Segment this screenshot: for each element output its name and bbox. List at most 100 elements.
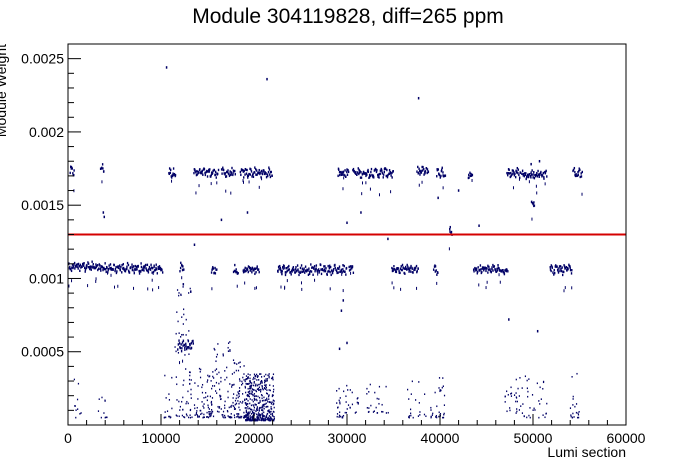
low-cluster-point [182,408,184,411]
upper-band-point [511,169,514,172]
lower-band-point [391,269,394,273]
lower-band-point [87,261,89,264]
low-cluster-point [262,406,264,409]
upper-band-point [206,175,209,178]
low-cluster-point [252,417,254,420]
upper-band-point [356,171,359,174]
lower-band-point [116,270,118,273]
upper-band-point [418,171,420,174]
low-cluster-point [238,395,240,398]
lower-band-point [301,287,303,291]
low-cluster-point [198,367,201,370]
upper-band-point [367,170,370,174]
low-cluster-point [272,419,275,422]
lower-band-point [400,268,403,272]
lower-band-point [68,284,70,288]
lower-band-point [254,272,256,276]
upper-band-point [338,168,340,171]
lower-band-point [395,269,397,272]
low-cluster-point [239,380,241,382]
low-cluster-point [75,409,77,411]
low-cluster-point [195,413,197,415]
upper-band-point [358,172,360,176]
upper-band-point [533,176,536,180]
low-cluster-point [216,410,219,413]
lower-band-point [180,261,182,265]
low-cluster-point [435,414,437,417]
extra-band-point [187,339,190,343]
lower-band-point [136,268,138,271]
upper-band-point [580,172,582,175]
low-cluster-point [339,397,341,399]
lower-band-point [342,289,344,293]
upper-band-point [390,174,392,177]
low-cluster-point [255,383,257,386]
lower-band-point [286,279,288,283]
lower-band-point [483,269,485,272]
upper-band-point [354,171,356,174]
upper-band-point [171,179,173,183]
low-cluster-point [211,412,213,415]
lower-band-point [560,269,563,273]
lower-band-point [398,269,400,273]
upper-band-point [423,168,425,171]
low-cluster-point [247,407,249,410]
low-cluster-point [368,407,370,409]
upper-band-point [242,169,244,172]
lower-band-point [407,265,409,269]
low-cluster-point [236,416,238,418]
upper-band-point [541,173,543,177]
low-cluster-point [570,415,572,418]
low-cluster-point [232,397,234,399]
upper-band-point [70,165,73,169]
lower-band-point [489,268,491,271]
upper-band-point [391,171,393,175]
upper-band-point [204,173,207,177]
upper-band-point [425,167,428,170]
lower-band-point [127,263,130,267]
low-cluster-point [174,346,176,348]
low-cluster-point [255,390,258,393]
lower-band-point [563,264,565,267]
low-cluster-point [249,419,251,422]
low-cluster-point [260,407,262,409]
low-cluster-point [239,415,241,418]
upper-band-point [241,168,243,172]
upper-band-point [243,176,245,179]
low-cluster-point [257,417,259,420]
low-cluster-point [233,371,235,374]
low-cluster-point [212,385,214,387]
upper-band-point [444,174,447,177]
lower-band-point [92,266,94,269]
upper-band-point [543,176,545,179]
low-cluster-point [188,371,191,373]
lower-band-point [397,267,399,270]
low-cluster-point [245,403,247,406]
upper-band-point [378,176,380,179]
lower-band-point [151,271,153,274]
upper-band-point [262,170,264,174]
lower-band-point [101,265,104,269]
low-cluster-point [253,393,256,395]
low-cluster-point [178,292,180,294]
low-cluster-point [272,390,275,393]
low-cluster-point [409,408,412,411]
low-cluster-point [188,330,190,332]
upper-band-point [72,172,74,175]
low-cluster-point [254,399,256,401]
low-cluster-point [181,400,183,403]
lower-band-point [305,270,308,273]
low-cluster-point [259,389,261,391]
lower-band-point [143,266,146,269]
isolated-point [340,309,343,312]
lower-band-point [490,270,492,274]
lower-band-point [122,262,124,266]
low-cluster-point [269,384,271,387]
upper-band-point [265,175,268,179]
lower-band-point [236,284,238,288]
lower-band-point [142,268,144,271]
low-cluster-point [261,380,263,383]
low-cluster-point [510,386,512,389]
upper-band-point [193,171,195,175]
low-cluster-point [435,416,437,418]
